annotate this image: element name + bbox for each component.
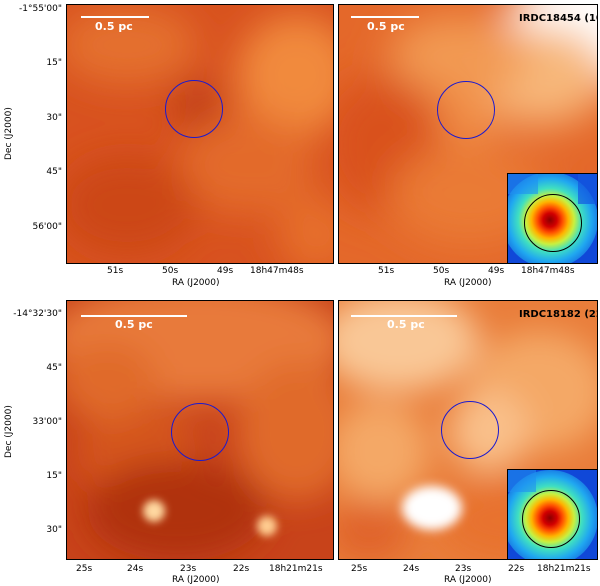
y-tick-label: 30" (46, 525, 62, 535)
x-tick-label: 18h21m21s (537, 564, 591, 574)
x-tick-label: 24s (127, 564, 144, 574)
scale-bar (81, 16, 149, 18)
y-axis-label: Dec (J2000) (4, 405, 14, 458)
y-tick-label: 15" (46, 58, 62, 68)
x-tick-label: 50s (433, 266, 450, 276)
inset-map (507, 469, 597, 559)
x-axis-label: RA (J2000) (172, 575, 220, 585)
scale-bar (81, 315, 187, 317)
beam-circle (437, 81, 495, 139)
panel-bottom-right: 0.5 pc IRDC18182 (22) (338, 300, 598, 560)
scale-bar-label: 0.5 pc (95, 20, 133, 33)
y-tick-label: 56'00" (32, 222, 62, 232)
x-tick-label: 25s (351, 564, 368, 574)
scale-bar (351, 315, 457, 317)
x-tick-label: 50s (162, 266, 179, 276)
x-tick-label: 49s (217, 266, 234, 276)
x-tick-label: 25s (76, 564, 93, 574)
x-tick-label: 18h47m48s (521, 266, 575, 276)
y-tick-label: 45" (46, 363, 62, 373)
x-tick-label: 18h21m21s (269, 564, 323, 574)
beam-circle (171, 403, 229, 461)
x-tick-label: 22s (508, 564, 525, 574)
x-tick-label: 51s (378, 266, 395, 276)
panel-top-right: 0.5 pc IRDC18454 (10) (338, 4, 598, 264)
x-tick-label: 51s (107, 266, 124, 276)
y-tick-label: -1°55'00" (19, 4, 62, 14)
y-tick-label: -14°32'30" (13, 309, 62, 319)
panel-top-left: 0.5 pc (66, 4, 334, 264)
beam-circle (165, 80, 223, 138)
source-name: IRDC18182 (22) (519, 309, 597, 320)
x-tick-label: 18h47m48s (250, 266, 304, 276)
scale-bar-label: 0.5 pc (367, 20, 405, 33)
inset-circle (522, 490, 580, 548)
x-tick-label: 49s (488, 266, 505, 276)
inset-circle (524, 194, 582, 252)
x-tick-label: 24s (403, 564, 420, 574)
y-tick-label: 33'00" (32, 417, 62, 427)
x-tick-label: 22s (233, 564, 250, 574)
y-tick-label: 30" (46, 113, 62, 123)
y-tick-label: 15" (46, 471, 62, 481)
x-axis-label: RA (J2000) (444, 278, 492, 288)
scale-bar (351, 16, 419, 18)
source-name: IRDC18454 (10) (519, 13, 597, 24)
scale-bar-label: 0.5 pc (115, 318, 153, 331)
y-axis-label: Dec (J2000) (4, 107, 14, 160)
x-tick-label: 23s (455, 564, 472, 574)
panel-bottom-left: 0.5 pc (66, 300, 334, 560)
inset-map (507, 173, 597, 263)
scale-bar-label: 0.5 pc (387, 318, 425, 331)
beam-circle (441, 401, 499, 459)
x-axis-label: RA (J2000) (172, 278, 220, 288)
y-tick-label: 45" (46, 167, 62, 177)
x-axis-label: RA (J2000) (444, 575, 492, 585)
x-tick-label: 23s (180, 564, 197, 574)
image-bottom-left (67, 301, 333, 559)
